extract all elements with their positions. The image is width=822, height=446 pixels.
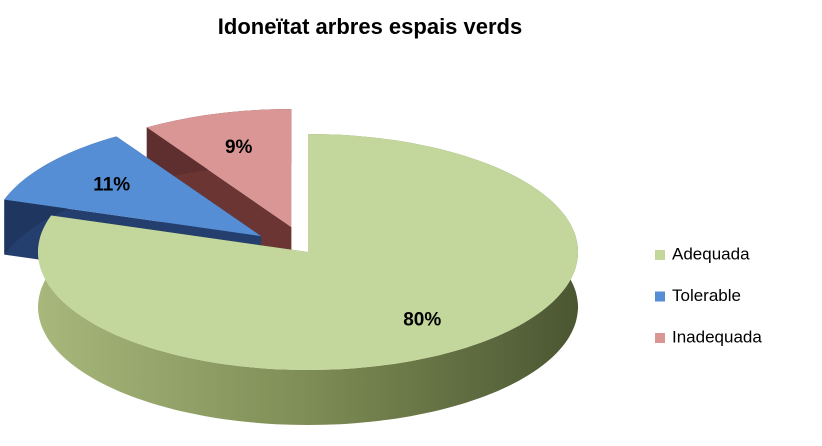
legend-swatch (655, 333, 665, 343)
slice: 80% (38, 134, 578, 425)
slice-top (38, 134, 578, 370)
legend-label: Inadequada (672, 327, 762, 346)
legend-swatch (655, 250, 665, 260)
legend: Adequada Tolerable Inadequada (655, 244, 762, 346)
legend-label: Adequada (672, 244, 750, 263)
slice-top (4, 136, 262, 237)
chart-title: Idoneïtat arbres espais verds (218, 14, 522, 39)
pie: 9% 11% 80% (4, 109, 578, 425)
legend-swatch (655, 291, 665, 302)
slice-top (146, 109, 292, 228)
data-label: 80% (403, 310, 441, 331)
data-label: 11% (93, 174, 130, 195)
legend-label: Tolerable (672, 286, 741, 305)
data-label: 9% (225, 137, 253, 158)
